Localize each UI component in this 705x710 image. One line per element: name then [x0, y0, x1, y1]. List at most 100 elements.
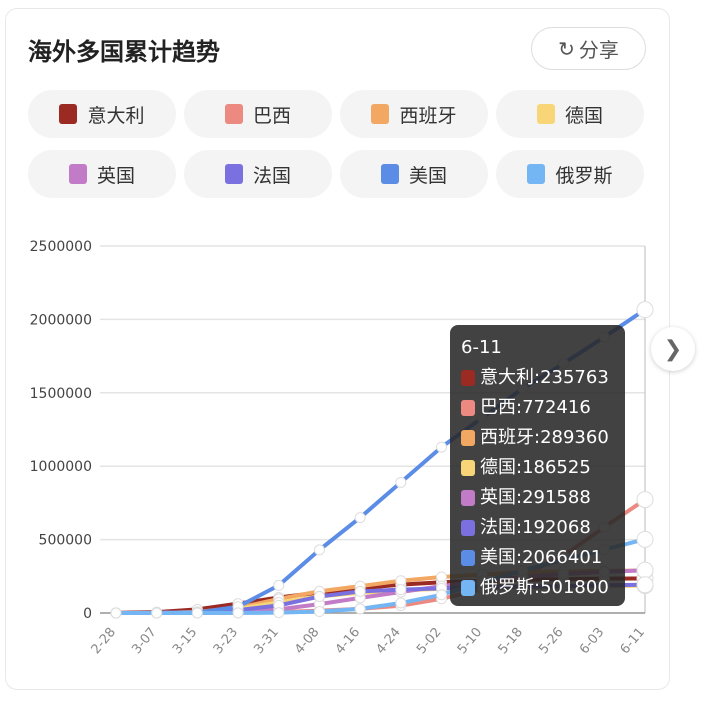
- tooltip-swatch: [461, 550, 475, 566]
- legend-swatch: [380, 164, 399, 184]
- data-point[interactable]: [313, 606, 325, 618]
- tooltip-row: 英国:291588: [461, 483, 614, 513]
- data-point[interactable]: [191, 607, 203, 619]
- data-point[interactable]: [273, 579, 285, 591]
- next-button[interactable]: ❯: [651, 327, 695, 371]
- x-tick-label: 5-18: [496, 625, 526, 657]
- tooltip-value: 意大利:235763: [480, 367, 609, 388]
- data-point[interactable]: [354, 603, 366, 615]
- tooltip-value: 法国:192068: [480, 517, 591, 538]
- data-point[interactable]: [636, 576, 654, 594]
- legend-swatch: [68, 164, 87, 184]
- x-tick-label: 4-08: [292, 625, 322, 657]
- data-point[interactable]: [395, 597, 407, 609]
- legend-item[interactable]: 法国: [184, 150, 332, 198]
- tooltip-swatch: [461, 490, 475, 506]
- legend-item[interactable]: 英国: [28, 150, 176, 198]
- tooltip-value: 德国:186525: [480, 457, 591, 478]
- legend-label: 德国: [564, 104, 603, 127]
- tooltip-value: 西班牙:289360: [480, 427, 609, 448]
- share-button[interactable]: ↻ 分享: [531, 27, 646, 70]
- legend-label: 意大利: [87, 104, 145, 127]
- legend-item[interactable]: 意大利: [28, 90, 176, 138]
- tooltip-swatch: [461, 580, 475, 596]
- chevron-right-icon: ❯: [663, 336, 683, 362]
- data-point[interactable]: [636, 491, 654, 509]
- data-point[interactable]: [636, 561, 654, 579]
- data-point[interactable]: [232, 607, 244, 619]
- data-point[interactable]: [354, 585, 366, 597]
- tooltip-swatch: [461, 460, 475, 476]
- y-tick-label: 2500000: [30, 239, 92, 255]
- legend-label: 巴西: [252, 104, 291, 127]
- share-label: 分享: [578, 38, 619, 62]
- tooltip-swatch: [461, 400, 475, 416]
- data-point[interactable]: [636, 301, 654, 319]
- data-point[interactable]: [636, 530, 654, 548]
- data-point[interactable]: [110, 607, 122, 619]
- legend-swatch: [527, 164, 546, 184]
- x-tick-label: 3-07: [129, 625, 159, 657]
- tooltip-row: 西班牙:289360: [461, 423, 614, 453]
- tooltip-date: 6-11: [461, 337, 502, 358]
- x-tick-label: 4-24: [373, 625, 403, 657]
- x-tick-label: 4-16: [333, 625, 363, 657]
- data-point[interactable]: [354, 512, 366, 524]
- x-tick-label: 5-10: [455, 625, 485, 657]
- tooltip-swatch: [461, 520, 475, 536]
- legend-swatch: [224, 164, 243, 184]
- x-tick-label: 6-11: [618, 625, 648, 657]
- y-tick-label: 2000000: [30, 312, 92, 328]
- x-tick-label: 6-03: [577, 625, 607, 657]
- share-refresh-icon: ↻: [558, 36, 575, 61]
- y-tick-label: 0: [83, 606, 92, 622]
- y-tick-label: 1000000: [30, 459, 92, 475]
- legend-item[interactable]: 美国: [340, 150, 488, 198]
- x-tick-label: 3-23: [211, 625, 241, 657]
- tooltip-value: 巴西:772416: [480, 397, 591, 418]
- x-tick-label: 2-28: [89, 625, 119, 657]
- legend-item[interactable]: 德国: [496, 90, 644, 138]
- legend-swatch: [224, 104, 243, 124]
- y-tick-label: 500000: [39, 533, 92, 549]
- legend-label: 美国: [408, 164, 447, 187]
- page-title: 海外多国累计趋势: [28, 38, 220, 66]
- data-point[interactable]: [273, 607, 285, 619]
- x-tick-label: 3-31: [251, 625, 281, 657]
- legend-item[interactable]: 俄罗斯: [496, 150, 644, 198]
- data-point[interactable]: [313, 544, 325, 556]
- legend-item[interactable]: 巴西: [184, 90, 332, 138]
- tooltip: 6-11 意大利:235763 巴西:772416 西班牙:289360 德国:186…: [450, 325, 625, 606]
- tooltip-row: 巴西:772416: [461, 393, 614, 423]
- tooltip-swatch: [461, 430, 475, 446]
- x-tick-label: 5-02: [414, 625, 444, 657]
- data-point[interactable]: [395, 584, 407, 596]
- x-tick-label: 5-26: [536, 625, 566, 657]
- tooltip-row: 俄罗斯:501800: [461, 573, 614, 603]
- legend-swatch: [371, 104, 390, 124]
- tooltip-row: 美国:2066401: [461, 543, 614, 573]
- legend-label: 西班牙: [399, 104, 457, 127]
- tooltip-value: 美国:2066401: [480, 547, 603, 568]
- tooltip-swatch: [461, 370, 475, 386]
- data-point[interactable]: [436, 571, 448, 583]
- y-tick-label: 1500000: [30, 386, 92, 402]
- legend-label: 英国: [96, 164, 135, 187]
- legend-label: 俄罗斯: [555, 164, 613, 187]
- legend: 意大利 巴西 西班牙 德国英国 法国 美国 俄罗斯: [28, 90, 648, 198]
- tooltip-row: 意大利:235763: [461, 363, 614, 393]
- tooltip-row: 德国:186525: [461, 453, 614, 483]
- data-point[interactable]: [151, 607, 163, 619]
- legend-swatch: [536, 104, 555, 124]
- data-point[interactable]: [436, 441, 448, 453]
- legend-swatch: [59, 104, 78, 124]
- tooltip-value: 俄罗斯:501800: [480, 577, 609, 598]
- data-point[interactable]: [436, 589, 448, 601]
- legend-item[interactable]: 西班牙: [340, 90, 488, 138]
- tooltip-value: 英国:291588: [480, 487, 591, 508]
- data-point[interactable]: [313, 591, 325, 603]
- legend-label: 法国: [252, 164, 291, 187]
- x-tick-label: 3-15: [170, 625, 200, 657]
- tooltip-row: 法国:192068: [461, 513, 614, 543]
- data-point[interactable]: [395, 476, 407, 488]
